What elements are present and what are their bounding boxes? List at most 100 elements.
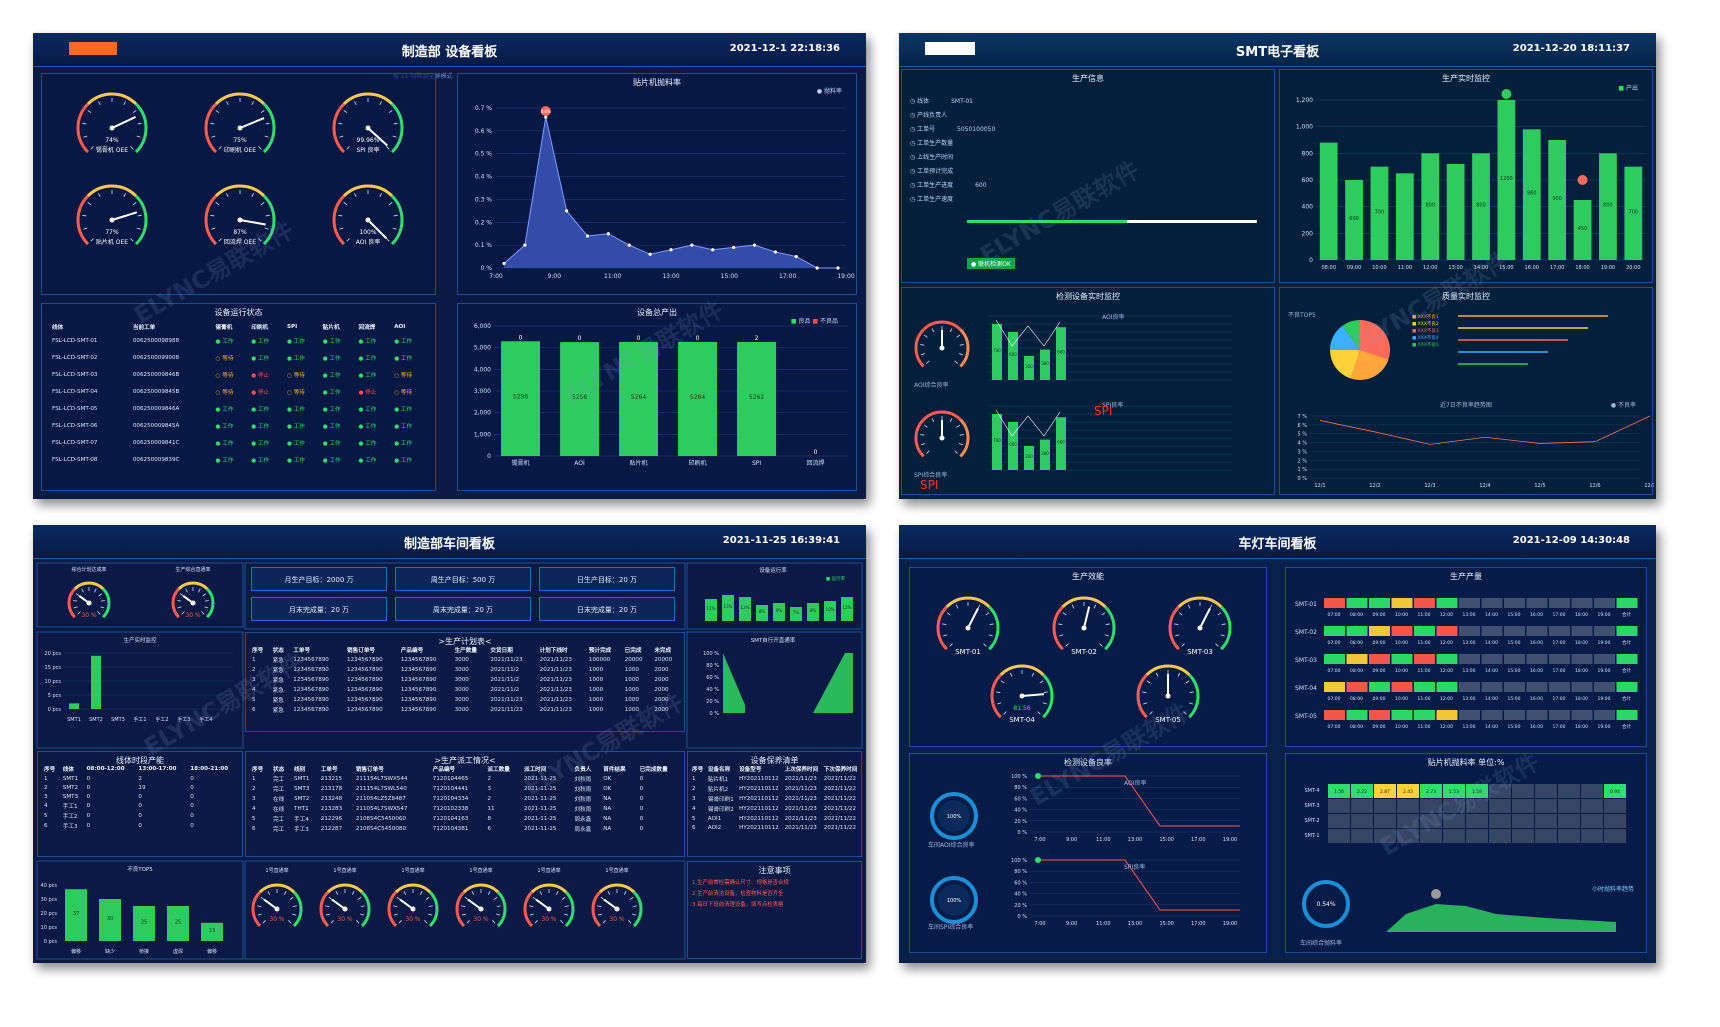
y-tick: 800 [1302,150,1314,157]
status-text: 工作 [365,423,377,430]
spi-gauge-tick [949,418,953,423]
cell-value: 0.94 [1610,789,1620,795]
plan-panel: >生产计划表< 序号 状态 工单号 销售订单号 产品编号 生产数量 交货日期 计划下线时 预计完… [245,632,685,732]
table-cell: 紧急 [272,678,284,684]
aoi-chart-title: AOI良率 [1124,780,1147,787]
gauge-title: 生产综合直通率 [175,566,210,573]
bar [824,601,836,621]
table-cell: 0 [86,784,91,791]
oee-gauge-tick [136,227,141,230]
bar-value: 300 [1025,454,1033,459]
status-dot: ● [287,355,292,362]
table-cell: 1234567890 [347,677,383,683]
gauge-label: SMT-04 [1009,716,1035,724]
gauge-title: 1号直通率 [265,867,288,874]
status-dot: ● [358,457,364,464]
line-gauge-tick [289,896,294,900]
efficiency-gauge-tick [1143,702,1148,705]
efficiency-gauge-tick [1042,702,1047,705]
legend-item: ● 抛料率 [816,88,842,95]
status-text: 工作 [329,440,341,447]
efficiency-gauge-tick [1003,711,1007,715]
gauge-value: 0.54% [1316,901,1335,908]
time-tick: 12:00 [1440,640,1453,646]
table-cell: 2021/11/23 [490,707,523,713]
panel-title: 生产实时监控 [1442,74,1490,83]
heat-cell [1436,598,1458,608]
line-gauge-arc [598,883,636,894]
line-gauge-tick [360,913,365,916]
table-cell: ● 停止 [356,383,392,400]
heat-cell [1526,682,1548,692]
oee-gauge-tick [346,146,350,150]
status-dot: ○ [287,372,292,379]
aoi-core [938,800,970,832]
bar [1599,153,1617,260]
y-tick: 0 % [1017,830,1027,836]
gauge-value: 74% [105,137,119,144]
bar [1008,422,1018,470]
heat-cell [1571,710,1593,720]
status-text: 工作 [257,440,270,447]
time-tick: 19:00 [1598,668,1611,674]
oee-gauge-tick [386,146,390,150]
cell-value: 2.73 [1426,789,1436,795]
table-cell: 2 [252,667,256,673]
x-tick: 锡膏机 [512,459,530,467]
panel-frame [686,562,863,630]
x-tick: 11:00 [1096,837,1110,843]
area-fill [723,653,853,713]
column-header: 贴片机 [322,325,340,331]
heat-cell [1481,682,1503,692]
heat-cell [1504,598,1525,608]
column-header: 设备名称 [707,767,731,773]
table-row: 1 SMT1 0 2 0 [42,774,240,783]
table-cell: 2021/11/23 [539,707,572,713]
status-dot: ○ [394,372,400,379]
time-tick: 合计 [1622,667,1631,674]
bar-value: 5262 [749,394,764,401]
throw-rate-line-chart: 0.7 % 0.6 % 0.5 % 0.4 % 0.3 % 0.2 % 0.1 % 0 %7:… [475,105,855,280]
x-tick: 09:00 [1347,265,1361,271]
efficiency-gauge-hub [1165,693,1171,699]
status-text: 工作 [329,372,341,379]
company-logo [925,42,975,55]
bar-value: 7% [793,610,800,615]
x-tick: 19:00 [1223,837,1237,843]
heat-cell [1526,598,1548,608]
oee-gauge-arc [204,102,218,154]
rate-gauge-tick [73,600,78,602]
table-row: 3 在线 SMT2 213248 211054LZ5Z8487 7120104334 2 20… [250,794,682,804]
line-gauge-needle [467,898,482,910]
oee-gauge-needle [111,211,138,221]
status-dot: ○ [287,389,292,396]
legend-item: ■ XXX不良5 [1412,341,1439,348]
heat-cell [1535,829,1557,843]
table-cell: 1 [44,775,48,782]
table-row: 2 紧急 1234567890 1234567890 1234567890 3000 202… [250,665,682,675]
efficiency-gauge-tick [1099,643,1103,647]
defect-value: 2 [755,335,759,342]
table-cell: 手工3 [294,827,309,833]
time-tick: 合计 [1622,611,1631,618]
row-label: SMT-1 [1304,833,1319,839]
heat-cell [1504,654,1525,664]
heat-cell [1374,784,1396,798]
table-cell: 1000 [588,667,604,673]
bar-value: 12% [741,605,750,610]
bar [992,324,1002,380]
heat-cell [1558,784,1580,798]
heat-cell [1414,654,1435,664]
line-gauge-tick [529,905,534,907]
bar-value: 25 [141,920,147,926]
heat-cell [1549,626,1570,636]
table-cell: FSL-LCD-SMT-08 [52,456,98,463]
oee-gauge-tick [123,101,126,106]
maintenance-table: 序号 设备名称 设备型号 上次保养时间 下次保养时间 1 贴片机1 HY202110112 20… [690,764,861,832]
badge-text: 联机检测OK [978,261,1011,268]
time-tick: 19:00 [1598,640,1611,646]
heat-cell [1436,710,1458,720]
y-tick: 20 pcs [41,911,58,917]
bar-value: 9% [776,608,783,613]
y-tick: 60 % [706,675,719,681]
